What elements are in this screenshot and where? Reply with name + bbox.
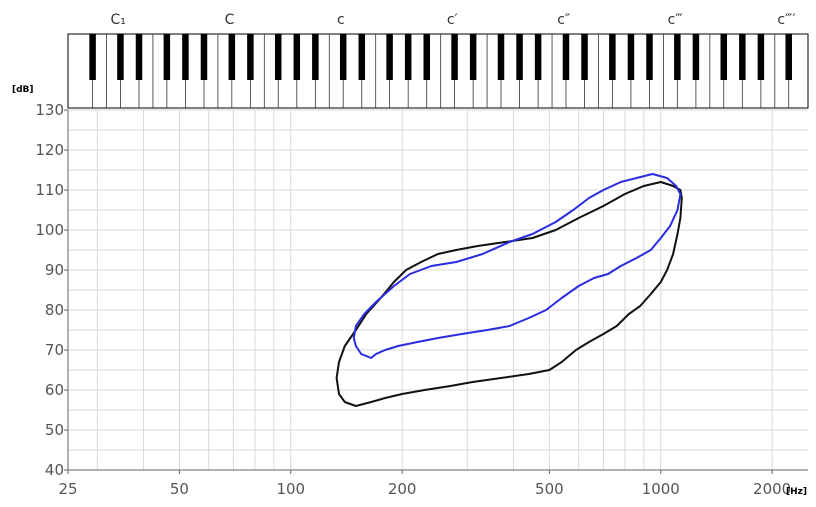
y-tick-label: 110	[35, 181, 64, 199]
piano-keyboard	[67, 33, 809, 109]
black-key	[516, 34, 523, 80]
black-key	[339, 34, 347, 80]
black-key	[720, 34, 728, 80]
black-key	[404, 34, 412, 80]
x-tick-label: 1000	[642, 480, 680, 498]
black-key	[247, 34, 254, 80]
black-key	[135, 34, 143, 80]
black-key	[312, 34, 319, 80]
series-line-1	[335, 181, 683, 407]
y-tick-label: 80	[45, 301, 64, 319]
black-key	[757, 34, 765, 80]
black-key	[163, 34, 171, 80]
black-key	[274, 34, 282, 80]
black-key	[451, 34, 458, 80]
keyboard-note-label: c‴	[668, 12, 683, 28]
y-tick-label: 60	[45, 381, 64, 399]
keyboard-note-label: c‴′	[777, 12, 795, 28]
black-key	[739, 34, 746, 80]
black-key	[562, 34, 570, 80]
keyboard-note-label: c′	[447, 12, 458, 28]
black-key	[469, 34, 477, 80]
black-key	[785, 34, 792, 80]
x-tick-label: 100	[276, 480, 305, 498]
black-key	[423, 34, 430, 80]
keyboard-note-label: c	[337, 12, 345, 28]
black-key	[627, 34, 635, 80]
y-tick-label: 120	[35, 141, 64, 159]
grid	[68, 109, 808, 471]
x-tick-label: 50	[170, 480, 189, 498]
x-axis-unit-label: [Hz]	[786, 487, 807, 497]
black-key	[200, 34, 208, 80]
keyboard-note-label: C₁	[110, 12, 125, 28]
black-key	[358, 34, 366, 80]
black-key	[692, 34, 700, 80]
y-tick-label: 70	[45, 341, 64, 359]
axes: 40 50 60 70 80 90 100 110 120 130 25 50 100 200 500 100…	[35, 101, 808, 498]
y-tick-label: 40	[45, 461, 64, 479]
black-key	[117, 34, 124, 80]
black-key	[386, 34, 393, 80]
y-tick-label: 90	[45, 261, 64, 279]
keyboard-note-label: C	[225, 12, 235, 28]
black-key	[646, 34, 653, 80]
x-tick-label: 25	[58, 480, 77, 498]
x-tick-label: 200	[388, 480, 417, 498]
x-tick-label: 2000	[753, 480, 791, 498]
y-tick-label: 100	[35, 221, 64, 239]
y-tick-label: 130	[35, 101, 64, 119]
black-key	[89, 34, 96, 80]
series-line-2	[352, 173, 682, 359]
keyboard-note-label: c″	[557, 12, 570, 28]
black-key	[182, 34, 189, 80]
black-key	[534, 34, 542, 80]
black-key	[609, 34, 616, 80]
black-key	[497, 34, 505, 80]
black-key	[293, 34, 301, 80]
black-key	[228, 34, 236, 80]
y-axis-unit-label: [dB]	[12, 85, 34, 95]
keyboard-frame	[67, 33, 809, 109]
series-layer	[335, 173, 683, 407]
black-key	[581, 34, 588, 80]
black-key	[674, 34, 681, 80]
y-tick-label: 50	[45, 421, 64, 439]
x-tick-label: 500	[535, 480, 564, 498]
